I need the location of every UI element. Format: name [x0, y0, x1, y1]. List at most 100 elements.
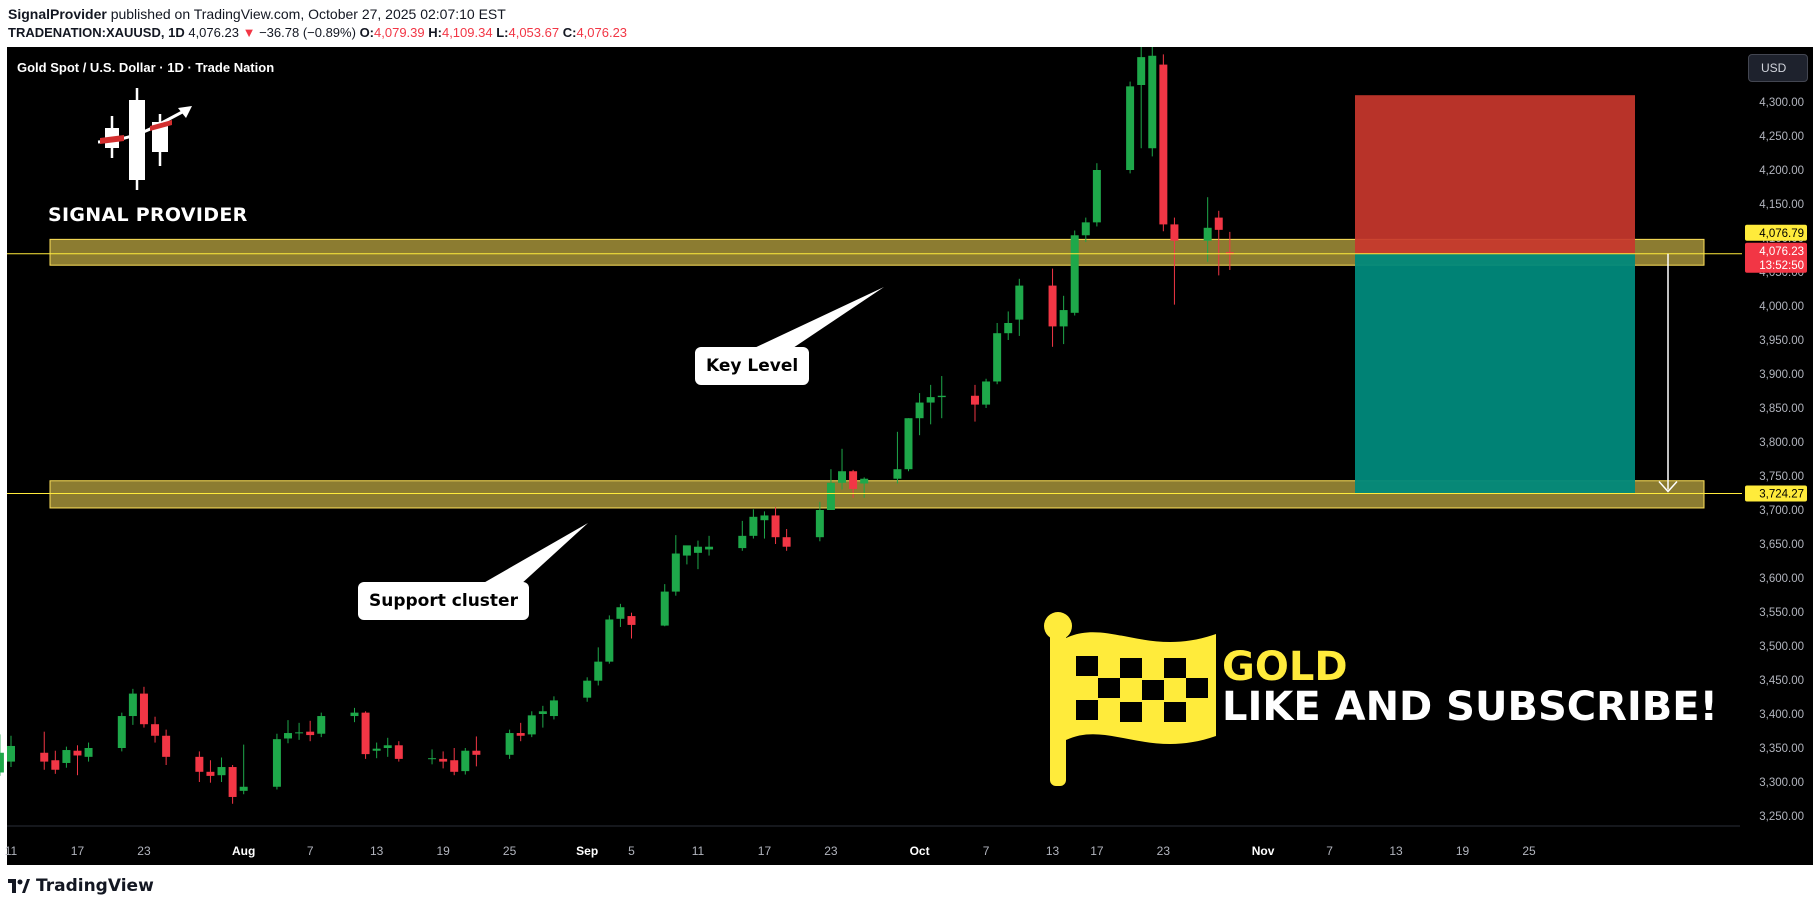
- candle-body: [970, 395, 979, 405]
- candle-body: [616, 607, 625, 619]
- price-tick-label: 3,800.00: [1759, 437, 1804, 449]
- take-profit-zone: [1355, 253, 1635, 494]
- time-tick-label: Oct: [910, 844, 930, 858]
- target-price-badge-bg: [1745, 485, 1807, 502]
- time-tick-label: 7: [307, 844, 314, 858]
- candle-body: [671, 553, 680, 592]
- signal-provider-logo-icon: [97, 88, 192, 190]
- time-tick-label: 11: [692, 844, 705, 858]
- time-tick-label: 13: [1389, 844, 1403, 858]
- time-tick-label: 23: [824, 844, 838, 858]
- candle-body: [151, 724, 160, 736]
- target-price-badge: 3,724.27: [1745, 485, 1807, 502]
- candle-body: [383, 745, 392, 748]
- candle-body: [860, 478, 869, 484]
- candle-body: [295, 732, 304, 734]
- checkered-flag-icon: [1044, 612, 1216, 786]
- candle-body: [239, 786, 248, 791]
- candle-body: [826, 482, 835, 510]
- price-tick-label: 3,250.00: [1759, 811, 1804, 823]
- candle-body: [926, 397, 935, 403]
- candle-body: [206, 771, 215, 776]
- tradingview-footer[interactable]: TradingView: [8, 876, 154, 896]
- candle-body: [893, 469, 902, 479]
- price-tick-label: 4,200.00: [1759, 165, 1804, 177]
- price-tick-label: 3,650.00: [1759, 539, 1804, 551]
- key-level-pointer: [750, 287, 884, 350]
- candle-body: [1070, 235, 1079, 313]
- candle-body: [527, 715, 536, 735]
- candle-body: [605, 619, 614, 662]
- last-price: 4,076.23: [188, 25, 239, 40]
- price-tick-label: 3,500.00: [1759, 641, 1804, 653]
- price-tick-label: 3,750.00: [1759, 471, 1804, 483]
- candle-body: [0, 752, 4, 773]
- chart-title: Gold Spot / U.S. Dollar · 1D · Trade Nat…: [17, 60, 275, 75]
- candle-body: [1015, 285, 1024, 320]
- target-price-badge-text: 3,724.27: [1759, 488, 1804, 500]
- candle-body: [350, 712, 359, 717]
- candle-body: [394, 745, 403, 759]
- low-label: L:: [496, 25, 509, 40]
- current-price-badge: 4,076.79: [1745, 224, 1807, 241]
- currency-button[interactable]: USD: [1748, 54, 1808, 82]
- candle-body: [815, 510, 824, 538]
- candle-body: [1048, 285, 1057, 327]
- candle-body: [306, 731, 315, 736]
- candle-body: [51, 760, 60, 770]
- candle-body: [428, 758, 437, 760]
- candle-body: [682, 545, 691, 556]
- candle-body: [549, 700, 558, 717]
- time-tick-label: 13: [1046, 844, 1060, 858]
- candle-body: [1159, 64, 1168, 225]
- price-tick-label: 3,850.00: [1759, 403, 1804, 415]
- candle-body: [705, 546, 714, 550]
- support-pointer: [480, 523, 588, 585]
- candle-body: [217, 767, 226, 776]
- candle-body: [838, 471, 847, 483]
- time-tick-label: 7: [983, 844, 990, 858]
- price-change: −36.78 (−0.89%): [259, 25, 356, 40]
- candle-body: [439, 758, 448, 762]
- price-chart[interactable]: 3,250.00 3,300.00 3,350.00 3,400.00 3,450.00…: [0, 47, 1820, 867]
- price-tick-label: 4,300.00: [1759, 97, 1804, 109]
- candle-body: [771, 515, 780, 538]
- price-tick-label: 3,950.00: [1759, 335, 1804, 347]
- price-tick-label: 3,300.00: [1759, 777, 1804, 789]
- candle-body: [594, 661, 603, 681]
- candle-body: [372, 748, 381, 751]
- author-name[interactable]: SignalProvider: [8, 6, 107, 22]
- candle-body: [915, 402, 924, 419]
- candle-body: [993, 333, 1002, 382]
- price-scale: [1742, 47, 1813, 865]
- candle-body: [284, 733, 292, 739]
- price-tick-label: 3,600.00: [1759, 573, 1804, 585]
- key-level-callout: Key Level: [695, 347, 810, 385]
- high-value: 4,109.34: [441, 25, 493, 40]
- support-cluster-callout: Support cluster: [358, 582, 529, 620]
- stop-loss-zone: [1355, 95, 1635, 254]
- time-tick-label: 17: [1090, 844, 1104, 858]
- time-tick-label: 23: [137, 844, 151, 858]
- candle-body: [538, 711, 547, 714]
- price-tick-label: 3,700.00: [1759, 505, 1804, 517]
- price-tick-label: 4,250.00: [1759, 131, 1804, 143]
- candle-body: [516, 733, 525, 736]
- last-price-badge: 4,076.23 13:52:50: [1745, 242, 1807, 273]
- candle-body: [139, 693, 148, 725]
- low-value: 4,053.67: [508, 25, 560, 40]
- price-tick-label: 3,350.00: [1759, 743, 1804, 755]
- candle-body: [904, 418, 913, 470]
- brand-name: SIGNAL PROVIDER: [48, 204, 248, 226]
- ohlc-line: TRADENATION:XAUUSD, 1D 4,076.23 ▼ −36.78…: [8, 25, 627, 40]
- time-tick-label: Nov: [1252, 844, 1275, 858]
- candle-body: [1092, 170, 1101, 223]
- close-label: C:: [562, 25, 577, 40]
- candle-body: [505, 733, 514, 755]
- candle-body: [660, 591, 669, 626]
- current-price-badge-text: 4,076.79: [1759, 228, 1804, 240]
- price-tick-label: 4,000.00: [1759, 301, 1804, 313]
- candle-body: [317, 716, 326, 734]
- candle-body: [162, 735, 171, 757]
- candle-body: [272, 739, 281, 787]
